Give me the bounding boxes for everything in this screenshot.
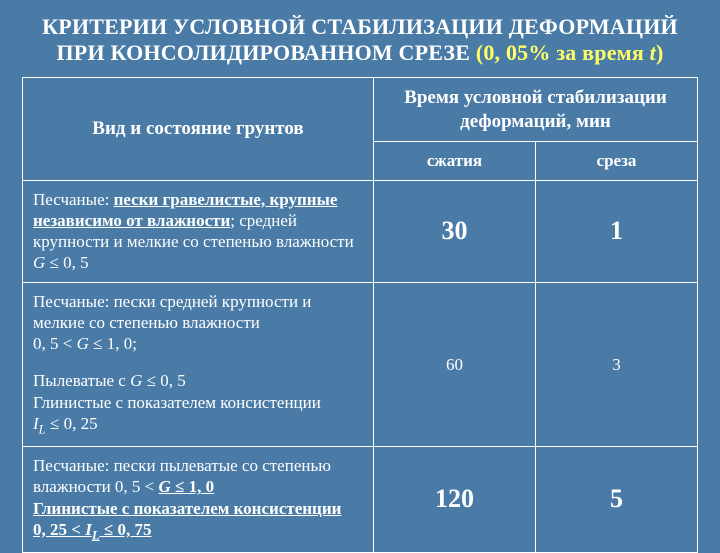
row3-val1: 120: [374, 447, 536, 553]
row3-val2: 5: [536, 447, 698, 553]
row2b-text-a: Пылеватые с: [33, 371, 130, 390]
row3-ilsub: L: [92, 528, 100, 542]
row2a-text-a: Песчаные: пески средней крупности и мелк…: [33, 292, 311, 332]
row2b-desc: Пылеватые с G ≤ 0, 5 Глинистые с показат…: [23, 362, 374, 446]
row3-desc: Песчаные: пески пылеватые со степенью вл…: [23, 447, 374, 553]
table-row: Песчаные: пески гравелистые, крупные нез…: [23, 180, 698, 282]
row2b-cond2: ≤ 0, 25: [46, 414, 98, 433]
slide-title: КРИТЕРИИ УСЛОВНОЙ СТАБИЛИЗАЦИИ ДЕФОРМАЦИ…: [22, 14, 698, 67]
title-paren-close: ): [656, 40, 664, 65]
title-highlight: 0, 05% за время: [483, 40, 649, 65]
row1-desc: Песчаные: пески гравелистые, крупные нез…: [23, 180, 374, 282]
table-row: Песчаные: пески пылеватые со степенью вл…: [23, 447, 698, 553]
row3-cond2b: ≤ 0, 75: [100, 520, 152, 539]
row2b-ilsub: L: [39, 422, 46, 436]
title-line1: КРИТЕРИИ УСЛОВНОЙ СТАБИЛИЗАЦИИ ДЕФОРМАЦИ…: [42, 14, 678, 39]
row3-cond2a: 0, 25 <: [33, 520, 85, 539]
row3-cond1: ≤ 1, 0: [171, 477, 214, 496]
header-sub1: сжатия: [374, 142, 536, 180]
table-row: Песчаные: пески средней крупности и мелк…: [23, 282, 698, 362]
row3-il: I: [85, 520, 92, 539]
row2-val2: 3: [536, 282, 698, 447]
criteria-table: Вид и состояние грунтов Время условной с…: [22, 77, 698, 553]
row1-g: G: [33, 253, 45, 272]
header-col2span: Время условной стабилизации деформаций, …: [374, 77, 698, 142]
header-row-1: Вид и состояние грунтов Время условной с…: [23, 77, 698, 142]
row3-g: G: [159, 477, 171, 496]
header-col1: Вид и состояние грунтов: [23, 77, 374, 180]
row1-val2: 1: [536, 180, 698, 282]
row2b-cond1: ≤ 0, 5: [142, 371, 185, 390]
row2a-desc: Песчаные: пески средней крупности и мелк…: [23, 282, 374, 362]
title-line2a: ПРИ КОНСОЛИДИРОВАННОМ СРЕЗЕ: [57, 40, 476, 65]
row2b-g: G: [130, 371, 142, 390]
row1-text-a: Песчаные:: [33, 190, 114, 209]
row1-val1: 30: [374, 180, 536, 282]
header-sub2: среза: [536, 142, 698, 180]
row2b-text-b: Глинистые с показателем консистенции: [33, 393, 321, 412]
row1-cond: ≤ 0, 5: [45, 253, 88, 272]
row2a-cond: 0, 5 < G ≤ 1, 0;: [33, 334, 137, 353]
row2-val1: 60: [374, 282, 536, 447]
row3-text-b: Глинистые с показателем консистенции: [33, 499, 341, 518]
